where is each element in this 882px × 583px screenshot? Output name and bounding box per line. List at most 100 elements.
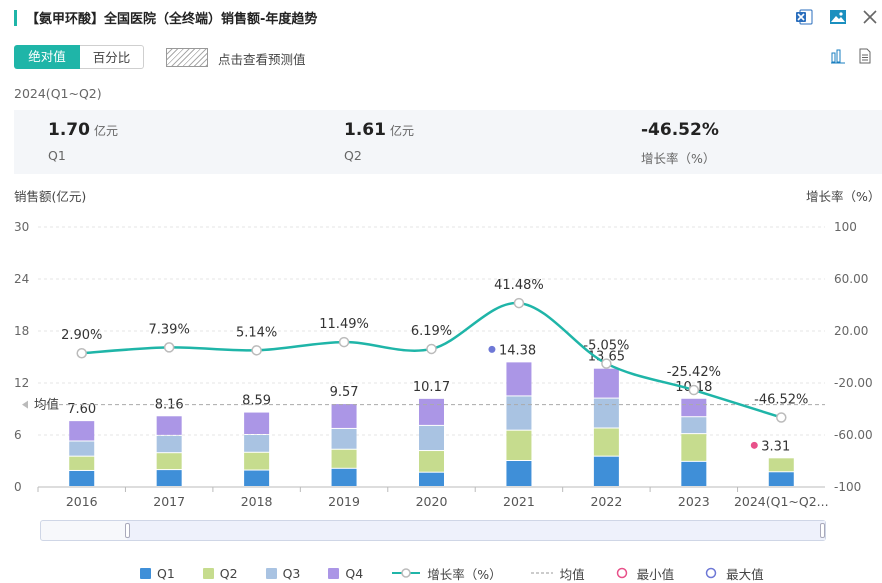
bar-q3 [506,396,532,430]
bar-q1 [244,470,270,486]
bar-q4 [419,398,444,425]
x-tick-label: 2020 [416,494,448,509]
growth-point [513,297,525,309]
bar-q1 [681,461,707,486]
x-tick-label: 2021 [503,494,535,509]
growth-label: 6.19% [411,324,452,339]
bar-total-label: 3.31 [761,439,790,454]
bar-q1 [69,470,95,486]
legend-item-growth[interactable]: 增长率（%） [391,564,502,583]
forecast-toggle[interactable] [166,48,208,67]
legend-label-min: 最小值 [636,566,675,582]
bar-q4 [156,416,182,435]
bar-total-label: 8.16 [155,397,184,412]
legend-item-max[interactable]: 最大值 [702,564,764,583]
bar-q1 [768,472,794,486]
summary-panel [14,110,882,174]
average-pointer-icon [22,400,28,409]
legend-label-q1: Q1 [157,565,175,581]
bar-q1 [419,472,444,486]
summary-q1-value: 1.70 亿元 [48,120,118,140]
x-tick-label: 2022 [590,494,622,509]
chart-legend: Q1 Q2 Q3 Q4 增长率（%） 均值 最小值 最大值 [140,564,764,582]
legend-item-q3[interactable]: Q3 [265,566,300,581]
y-left-tick-label: 6 [14,428,22,442]
summary-q2-value: 1.61 亿元 [344,120,414,140]
y-left-tick-label: 18 [14,324,29,338]
excel-export-icon[interactable] [794,7,814,27]
bar-total-label: 14.38 [499,343,536,358]
bar-q1 [331,468,357,486]
legend-item-average[interactable]: 均值 [530,564,585,583]
x-tick-label: 2016 [66,494,98,509]
sales-chart: 0 6 12 18 24 30 -100 -60.00 -20.00 20.00 60.00 100 2… [14,220,873,509]
summary-growth-label: 增长率（%） [641,151,716,166]
bar-q3 [156,435,182,453]
range-slider-left-handle[interactable] [125,523,130,538]
legend-label-q2: Q2 [219,565,238,581]
bar-chart-icon[interactable] [830,48,846,68]
legend-label-max: 最大值 [726,566,764,582]
bar-q3 [681,417,707,434]
growth-point [776,412,787,423]
y-right-axis-title: 增长率（%） [806,189,881,204]
legend-item-q2[interactable]: Q2 [202,565,238,581]
bar-total-label: 9.57 [330,385,359,400]
legend-item-min[interactable]: 最小值 [613,564,675,583]
legend-swatch-q1 [140,567,151,579]
growth-point [601,358,612,369]
y-left-tick-label: 0 [14,480,22,494]
bar-q3 [69,441,95,456]
document-icon[interactable] [857,48,873,68]
bar-q2 [768,458,794,472]
period-label: 2024(Q1~Q2) [14,86,102,101]
bar-q2 [593,428,619,456]
max-marker [488,345,496,353]
y-left-tick-label: 24 [14,272,29,286]
legend-swatch-q2 [202,567,214,579]
forecast-label[interactable]: 点击查看预测值 [218,52,306,67]
y-left-tick-label: 12 [14,376,29,390]
range-slider-selection[interactable] [127,521,825,540]
growth-label: 11.49% [319,317,369,332]
legend-label-q4: Q4 [345,565,364,581]
bar-total-label: 10.17 [413,380,450,395]
bar-q3 [244,435,270,452]
growth-point [251,345,262,356]
bar-q3 [419,425,444,451]
summary-q2-label: Q2 [344,148,362,163]
legend-item-q4[interactable]: Q4 [328,566,363,581]
bar-total-label: 7.60 [67,402,96,417]
growth-point [688,384,700,396]
title-accent-bar [14,10,17,26]
growth-label: -5.05% [583,339,629,354]
x-tick-label: 2024(Q1~Q2... [734,494,829,509]
legend-swatch-q3 [265,567,277,579]
x-tick-label: 2023 [678,494,710,509]
bar-q3 [331,428,357,449]
bar-q1 [156,470,182,486]
bar-q4 [506,362,532,396]
bar-q4 [244,412,270,434]
x-tick-label: 2017 [153,494,185,509]
bar-q2 [506,430,532,460]
growth-point [163,342,175,353]
y-right-tick-label: -60.00 [834,428,873,442]
y-right-tick-label: 100 [834,220,857,234]
growth-label: 2.90% [61,328,102,343]
bar-q2 [331,449,357,468]
tab-percentage[interactable]: 百分比 [80,45,144,69]
legend-average-line-icon [530,572,553,574]
y-left-axis-title: 销售额(亿元) [14,189,87,204]
legend-item-q1[interactable]: Q1 [140,566,175,581]
y-left-tick-label: 30 [14,220,29,234]
range-slider-right-handle[interactable] [820,523,825,538]
growth-point [76,347,87,359]
image-export-icon[interactable] [828,7,848,27]
x-tick-label: 2019 [328,494,360,509]
y-right-tick-label: -100 [834,480,861,494]
chart-title: 【氨甲环酸】全国医院（全终端）销售额-年度趋势 [26,12,318,27]
growth-point [426,343,437,355]
tab-absolute[interactable]: 绝对值 [14,45,80,69]
close-icon[interactable] [860,7,880,27]
